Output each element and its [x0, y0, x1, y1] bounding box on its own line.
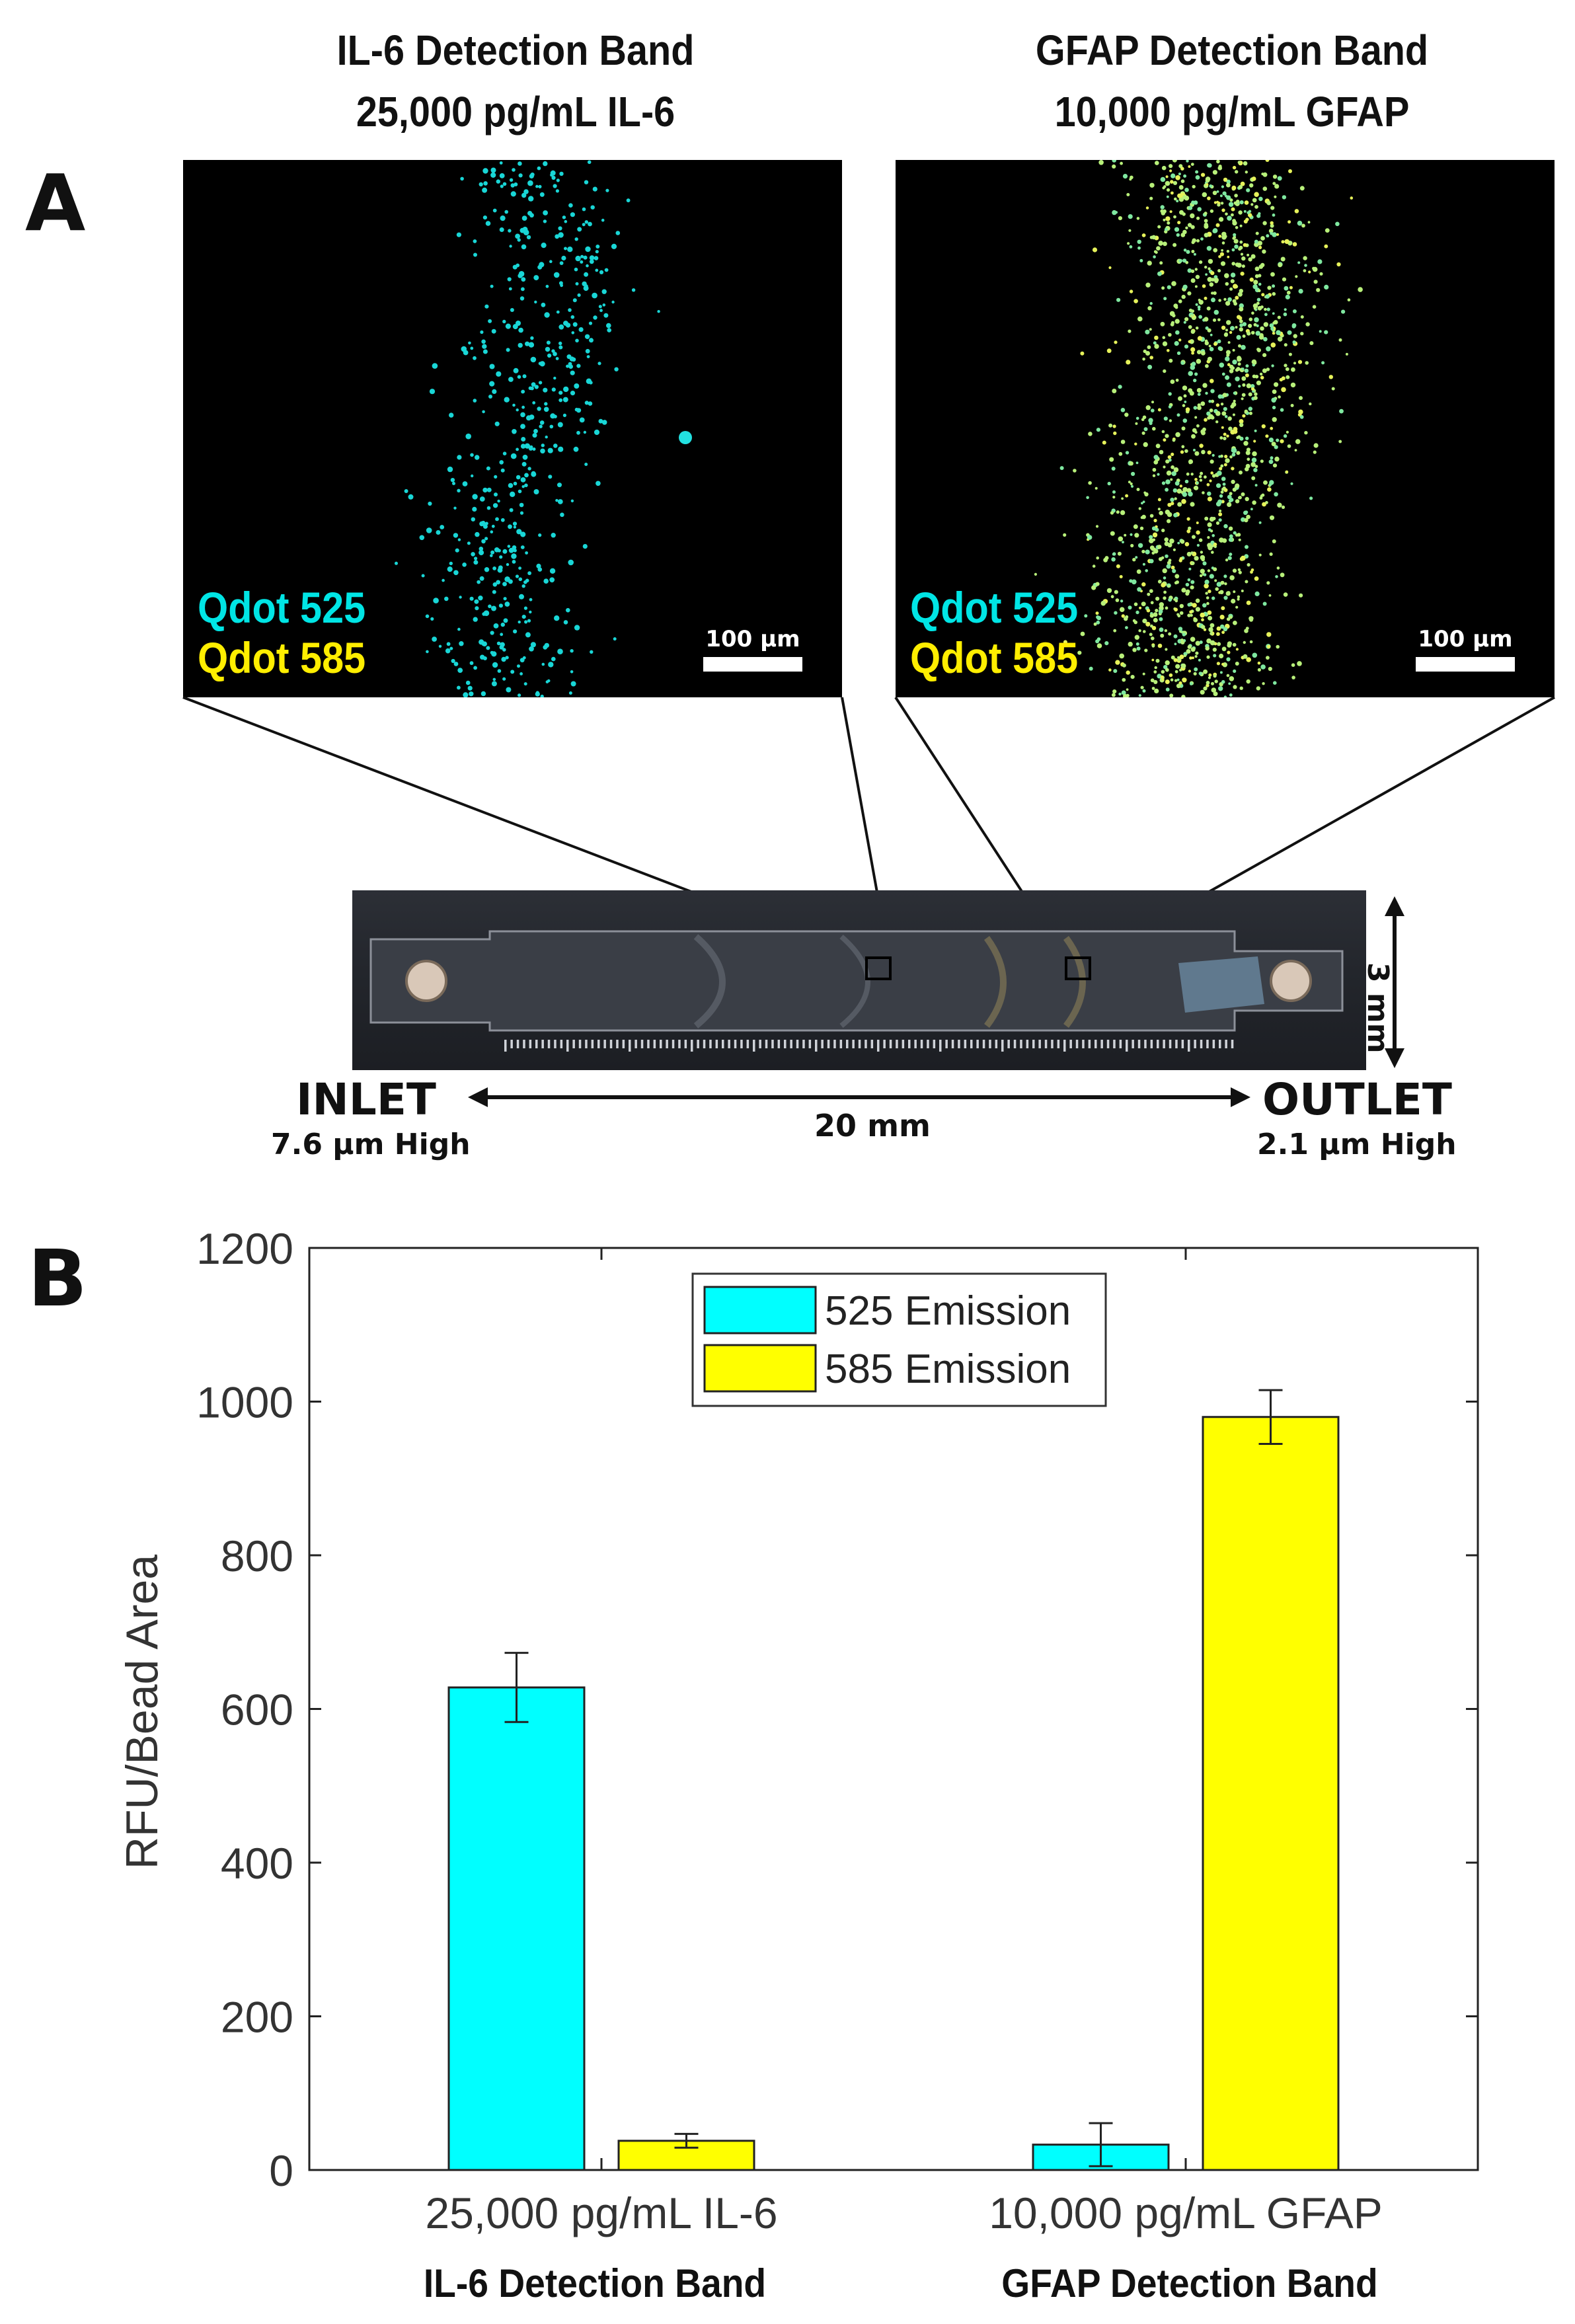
- left-scale-bar: [703, 657, 802, 672]
- right-legend-525: Qdot 525: [910, 583, 1079, 632]
- left-image-title-line1: IL-6 Detection Band: [336, 26, 695, 74]
- legend-swatch: [703, 1286, 817, 1335]
- left-micrograph-legend: Qdot 525 Qdot 585: [198, 583, 365, 683]
- outlet-height-label: 2.1 µm High: [1257, 1128, 1457, 1161]
- inlet-port-icon: [405, 960, 447, 1002]
- left-legend-585: Qdot 585: [198, 633, 366, 682]
- device-photo-drawing: [369, 930, 1344, 1052]
- legend-entry: 585 Emission: [825, 1346, 1071, 1392]
- y-tick-label: 600: [221, 1685, 293, 1734]
- bars: [447, 1389, 1340, 2171]
- category-sublabel-gfap: GFAP Detection Band: [1001, 2261, 1378, 2305]
- right-scale-bar-label: 100 µm: [1418, 626, 1513, 652]
- bar: [447, 1686, 586, 2171]
- right-image-title-line2: 10,000 pg/mL GFAP: [1054, 87, 1410, 136]
- fluorescent-beads: [1034, 160, 1363, 697]
- error-bar: [1258, 1389, 1283, 1445]
- left-legend-525: Qdot 525: [198, 583, 366, 632]
- inlet-label: INLET: [296, 1074, 436, 1125]
- y-axis: 0 200 400 600 800 1000 1200: [196, 1224, 1478, 2195]
- right-legend-585: Qdot 585: [910, 633, 1079, 682]
- y-tick-label: 200: [221, 1993, 293, 2042]
- y-tick-label: 800: [221, 1531, 293, 1580]
- right-image-title: GFAP Detection Band 10,000 pg/mL GFAP: [935, 20, 1529, 143]
- right-micrograph: Qdot 525 Qdot 585 100 µm: [896, 160, 1555, 697]
- length-label: 20 mm: [814, 1108, 931, 1143]
- chart-legend: 525 Emission 585 Emission: [691, 1272, 1107, 1407]
- category-sublabel-il6: IL-6 Detection Band: [423, 2261, 767, 2305]
- right-micrograph-legend: Qdot 525 Qdot 585: [910, 583, 1078, 683]
- x-category-label: 25,000 pg/mL IL-6: [425, 2188, 777, 2237]
- device-ruler-ticks: [504, 1040, 1234, 1052]
- right-image-title-line1: GFAP Detection Band: [1035, 26, 1429, 74]
- panel-a-letter: A: [25, 157, 86, 249]
- outlet-label: OUTLET: [1262, 1074, 1452, 1125]
- error-bar: [674, 2132, 699, 2149]
- inlet-height-label: 7.6 µm High: [271, 1128, 471, 1161]
- gfap-band-marker: [1065, 956, 1091, 980]
- right-scale-bar: [1416, 657, 1515, 672]
- bar: [1202, 1416, 1340, 2171]
- microfluidic-device-photo: [352, 890, 1366, 1070]
- left-micrograph-dots: [395, 160, 692, 697]
- left-micrograph: Qdot 525 Qdot 585 100 µm: [183, 160, 842, 697]
- length-arrow: [468, 1087, 1250, 1107]
- y-tick-label: 1200: [196, 1224, 293, 1273]
- outlet-port-icon: [1270, 960, 1312, 1002]
- fluorescent-beads: [395, 160, 660, 697]
- y-tick-label: 1000: [196, 1378, 293, 1427]
- panel-b-letter: B: [28, 1233, 87, 1324]
- width-arrow: [1385, 896, 1404, 1068]
- legend-entry: 525 Emission: [825, 1288, 1071, 1334]
- left-image-title-line2: 25,000 pg/mL IL-6: [356, 87, 675, 136]
- x-axis-labels: 25,000 pg/mL IL-6 10,000 pg/mL GFAP: [425, 1248, 1383, 2237]
- left-scale-bar-label: 100 µm: [705, 626, 800, 652]
- y-tick-label: 0: [269, 2146, 293, 2195]
- il6-band-marker: [865, 956, 892, 980]
- bar-chart: 0 200 400 600 800 1000 1200 25,000 pg/mL IL-6 1…: [117, 1224, 1479, 2237]
- right-micrograph-dots: [1034, 160, 1363, 697]
- error-bar: [1089, 2122, 1113, 2167]
- error-bar: [504, 1652, 529, 1723]
- y-tick-label: 400: [221, 1839, 293, 1888]
- x-category-label: 10,000 pg/mL GFAP: [989, 2188, 1383, 2237]
- legend-swatch: [703, 1344, 817, 1393]
- width-label: 3 mm: [1361, 962, 1395, 1054]
- y-axis-title: RFU/Bead Area: [117, 1555, 167, 1869]
- bright-spot: [679, 431, 692, 444]
- left-image-title: IL-6 Detection Band 25,000 pg/mL IL-6: [218, 20, 813, 143]
